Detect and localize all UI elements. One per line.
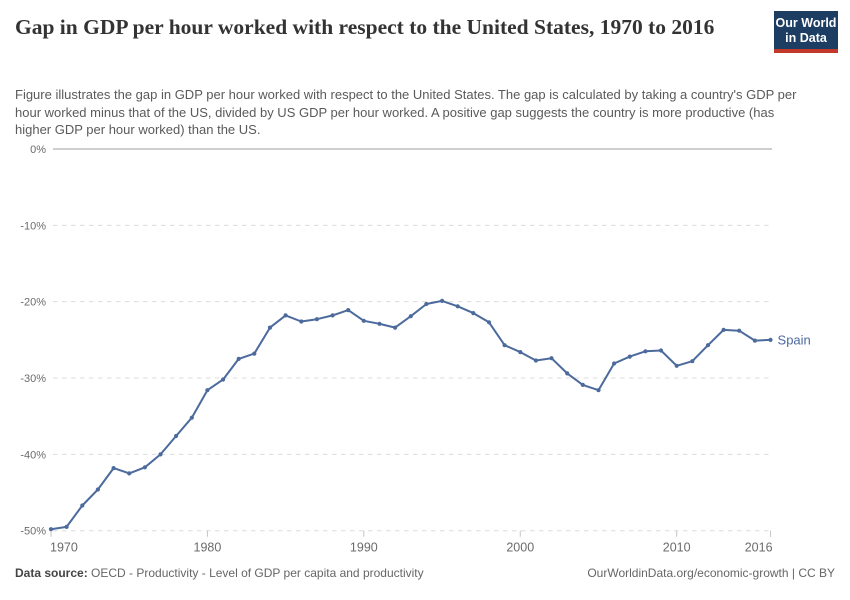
y-axis-tick-label: -20% (20, 297, 46, 309)
data-point (643, 349, 648, 354)
data-point (361, 318, 366, 323)
data-point (486, 320, 492, 325)
y-axis-tick-label: -50% (20, 526, 46, 538)
data-point (142, 465, 147, 470)
data-point (424, 301, 429, 307)
x-axis-tick-label: 1980 (194, 541, 222, 555)
data-point (627, 354, 632, 359)
data-point (658, 348, 664, 353)
data-point (174, 433, 179, 439)
data-point (674, 363, 679, 368)
x-axis-tick-label: 2000 (506, 541, 534, 555)
data-point (189, 415, 194, 420)
data-point (299, 319, 304, 324)
data-point (48, 527, 54, 532)
data-point (158, 452, 163, 457)
data-point (221, 377, 226, 382)
data-point (533, 358, 539, 363)
data-point (502, 343, 507, 348)
x-axis-tick-label: 2016 (745, 541, 773, 555)
data-point (565, 371, 570, 376)
credit-link[interactable]: OurWorldinData.org/economic-growth | CC … (587, 566, 835, 580)
x-axis-tick-label: 2010 (663, 541, 691, 555)
data-point (127, 471, 132, 476)
data-point (95, 487, 100, 492)
data-point (518, 350, 523, 355)
data-point (267, 325, 273, 330)
data-point (64, 524, 69, 530)
data-source-label: Data source: (15, 566, 88, 580)
data-source-note: Data source: OECD - Productivity - Level… (15, 566, 424, 580)
data-point (471, 311, 476, 316)
data-point (80, 503, 85, 508)
data-point (612, 361, 617, 366)
data-point (721, 327, 726, 332)
data-point (408, 314, 413, 319)
owid-logo-line2: in Data (785, 30, 827, 45)
owid-logo-line1: Our World (775, 16, 837, 30)
data-point (752, 338, 758, 343)
data-point (690, 359, 695, 364)
data-point (236, 356, 241, 361)
data-point (377, 321, 382, 326)
data-point (205, 388, 210, 393)
data-point (330, 313, 335, 318)
data-point (580, 382, 585, 387)
y-axis-tick-label: -40% (20, 449, 46, 461)
x-axis-tick-label: 1970 (50, 541, 78, 555)
owid-logo: Our World in Data (774, 11, 838, 53)
data-point (596, 388, 601, 393)
chart-title: Gap in GDP per hour worked with respect … (15, 15, 715, 39)
y-axis-tick-label: -30% (20, 373, 46, 385)
chart-subtitle: Figure illustrates the gap in GDP per ho… (15, 87, 797, 137)
y-axis-tick-label: -10% (20, 220, 46, 232)
data-point (393, 325, 398, 330)
data-point (346, 308, 351, 313)
data-point (440, 298, 445, 303)
data-point (737, 328, 742, 333)
data-source-value: OECD - Productivity - Level of GDP per c… (91, 566, 424, 580)
data-point (314, 317, 319, 322)
series-label: Spain (778, 332, 811, 347)
y-axis-tick-label: 0% (30, 144, 46, 156)
data-point (455, 304, 460, 309)
chart-footer: Data source: OECD - Productivity - Level… (15, 566, 835, 580)
data-point (768, 337, 773, 342)
data-point (283, 313, 288, 318)
data-point (252, 351, 257, 356)
data-point (549, 356, 554, 361)
data-point (705, 343, 711, 348)
x-axis-tick-label: 1990 (350, 541, 378, 555)
data-line (50, 299, 772, 531)
data-point (111, 466, 116, 471)
